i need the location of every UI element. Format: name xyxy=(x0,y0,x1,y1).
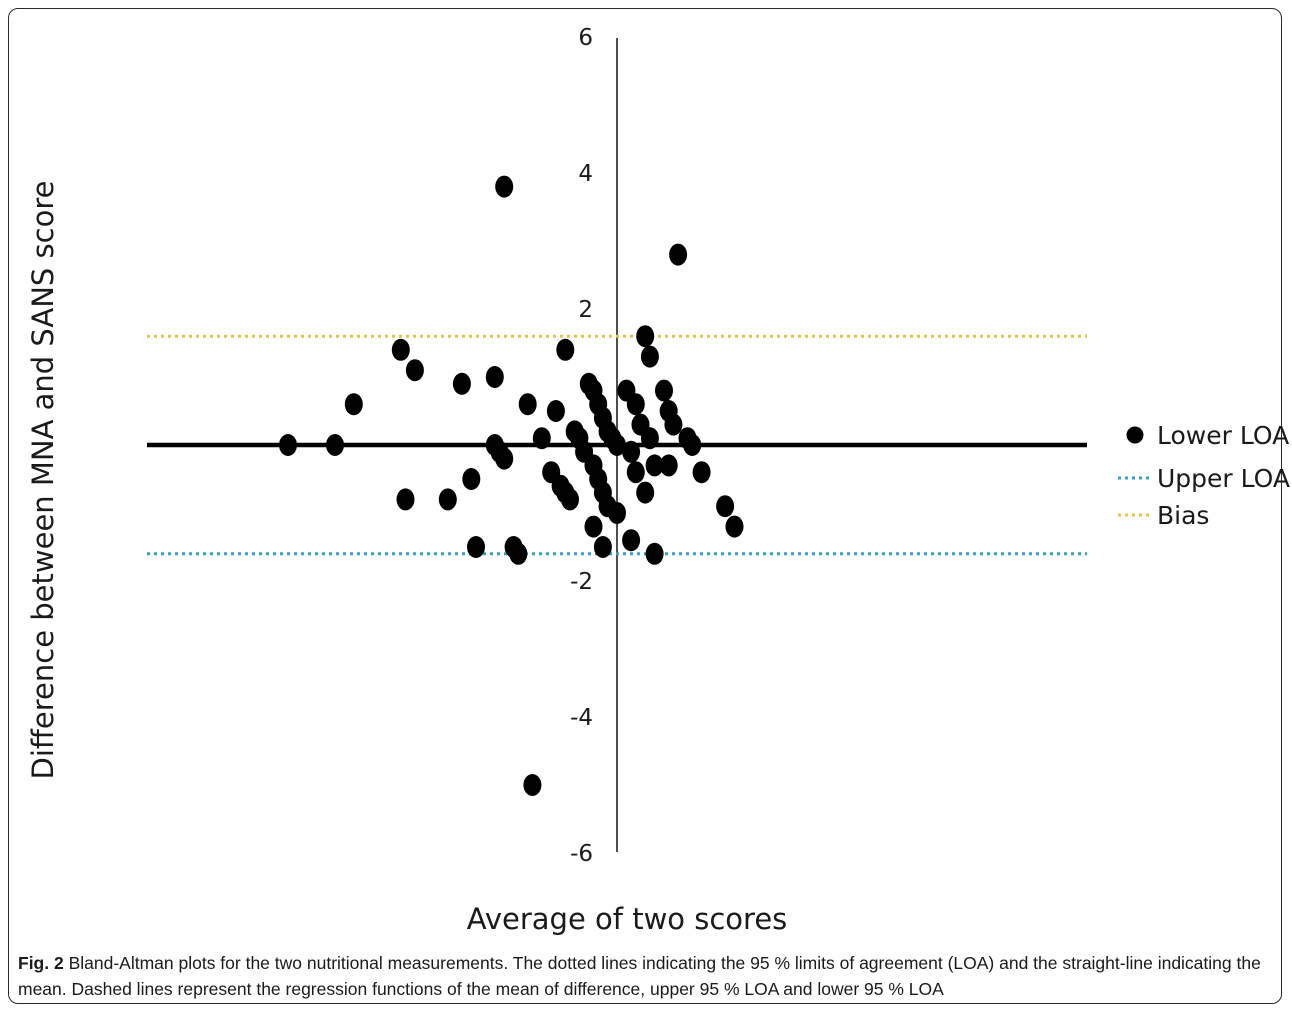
data-point xyxy=(518,393,537,416)
data-point xyxy=(546,400,565,422)
data-point xyxy=(636,325,655,348)
data-point xyxy=(622,440,641,463)
figure-caption: Fig. 2 Bland-Altman plots for the two nu… xyxy=(18,950,1278,1002)
data-point xyxy=(683,434,702,456)
data-points xyxy=(279,175,744,796)
y-tick-label: 4 xyxy=(578,161,593,187)
data-point xyxy=(326,434,344,456)
y-tick-label: -6 xyxy=(570,841,593,867)
data-point xyxy=(655,379,673,402)
bland-altman-plot: Difference between MNA and SANS score 6 4… xyxy=(26,25,1290,936)
data-point xyxy=(556,338,575,361)
caption-figure-label: Fig. 2 xyxy=(18,953,64,973)
legend-marker-lower-loa xyxy=(1126,426,1144,444)
data-point xyxy=(622,529,641,552)
legend: Lower LOA Upper LOA Bias xyxy=(1118,421,1290,530)
data-point xyxy=(659,454,678,477)
data-point xyxy=(495,175,514,198)
y-tick-label: 2 xyxy=(578,297,593,323)
data-point xyxy=(645,454,664,477)
data-point xyxy=(725,515,744,538)
y-tick-label: -2 xyxy=(570,569,593,595)
x-axis-label: Average of two scores xyxy=(467,902,788,936)
data-point xyxy=(405,359,424,382)
data-point xyxy=(452,372,471,395)
data-point xyxy=(438,488,457,511)
data-point xyxy=(669,243,688,266)
data-point xyxy=(532,427,551,450)
data-point xyxy=(495,447,514,470)
data-point xyxy=(716,495,735,518)
data-point xyxy=(664,413,683,436)
data-point xyxy=(584,515,603,538)
y-tick-labels: 6 4 2 -2 -4 -6 xyxy=(570,25,593,867)
data-point xyxy=(640,345,659,368)
data-point xyxy=(344,393,363,416)
data-point xyxy=(279,434,297,456)
data-point xyxy=(608,434,626,456)
data-point xyxy=(645,542,664,565)
y-tick-label: -4 xyxy=(570,705,593,731)
y-axis-title: Difference between MNA and SANS score xyxy=(26,181,60,780)
data-point xyxy=(626,393,645,416)
data-point xyxy=(523,774,542,796)
data-point xyxy=(608,502,626,524)
data-point xyxy=(636,481,655,504)
legend-label-upper-loa: Upper LOA xyxy=(1157,464,1290,493)
data-point xyxy=(640,427,659,450)
y-tick-label: 6 xyxy=(578,25,593,51)
caption-text: Bland-Altman plots for the two nutrition… xyxy=(18,953,1261,999)
data-point xyxy=(509,542,528,565)
data-point xyxy=(462,468,481,490)
data-point xyxy=(485,366,504,388)
y-axis-label: Difference between MNA and SANS score xyxy=(26,181,60,780)
legend-label-lower-loa: Lower LOA xyxy=(1157,421,1289,450)
data-point xyxy=(593,536,612,558)
figure-frame xyxy=(8,8,1282,1004)
data-point xyxy=(561,488,579,511)
data-point xyxy=(396,488,415,511)
legend-label-bias: Bias xyxy=(1157,501,1209,530)
data-point xyxy=(626,461,645,484)
data-point xyxy=(391,338,410,361)
data-point xyxy=(467,536,485,558)
data-point xyxy=(692,461,711,484)
